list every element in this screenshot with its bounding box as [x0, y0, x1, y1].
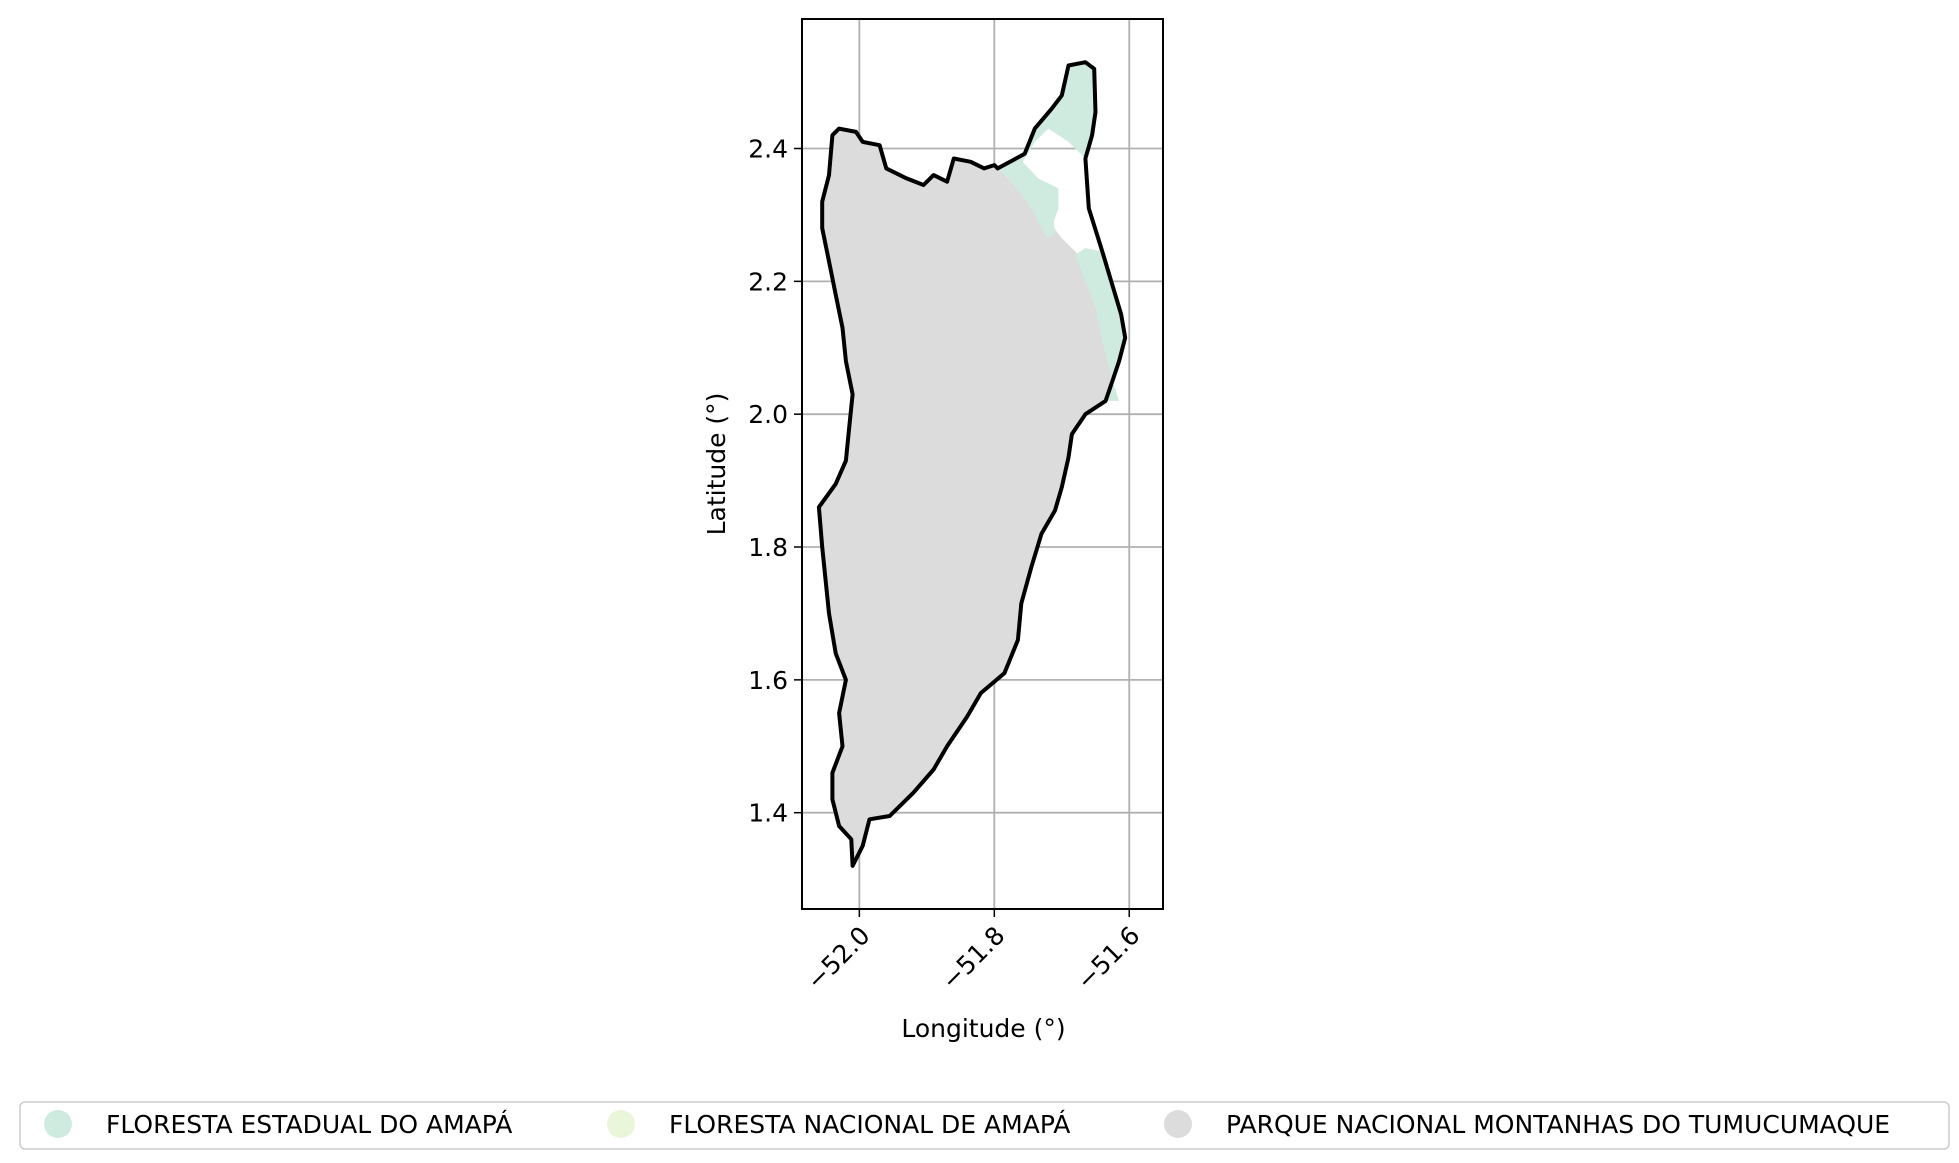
area-polygon: [997, 62, 1096, 239]
y-tick-label: 1.4: [748, 799, 788, 828]
legend-marker: [1164, 1110, 1192, 1138]
x-tick-label: −52.0: [801, 921, 876, 996]
y-tick-label: 1.8: [748, 533, 788, 562]
legend-label: FLORESTA ESTADUAL DO AMAPÁ: [106, 1110, 512, 1139]
x-tick-label: −51.8: [936, 921, 1011, 996]
x-axis-label: Longitude (°): [901, 1014, 1065, 1043]
legend-label: PARQUE NACIONAL MONTANHAS DO TUMUCUMAQUE: [1226, 1110, 1890, 1139]
legend-box: [19, 1101, 1950, 1150]
y-ticks: 1.4 1.6 1.8 2.0 2.2 2.4: [748, 135, 802, 828]
area-polygon: [818, 128, 1116, 866]
x-tick-label: −51.6: [1071, 921, 1146, 996]
protected-areas: [818, 62, 1126, 866]
legend-label: FLORESTA NACIONAL DE AMAPÁ: [669, 1110, 1070, 1139]
legend-marker: [607, 1110, 635, 1138]
area-polygon: [1075, 248, 1126, 401]
plot-frame: [801, 18, 1164, 910]
region-outline: [816, 60, 1128, 868]
y-tick-label: 2.0: [748, 400, 788, 429]
y-tick-label: 1.6: [748, 666, 788, 695]
x-ticks: −52.0 −51.8 −51.6: [801, 909, 1146, 995]
region-boundary: [816, 60, 1128, 868]
legend: FLORESTA ESTADUAL DO AMAPÁ FLORESTA NACIO…: [19, 1101, 1950, 1150]
y-tick-label: 2.4: [748, 135, 788, 164]
legend-marker: [44, 1110, 72, 1138]
y-tick-label: 2.2: [748, 267, 788, 296]
y-axis-label: Latitude (°): [702, 393, 731, 536]
